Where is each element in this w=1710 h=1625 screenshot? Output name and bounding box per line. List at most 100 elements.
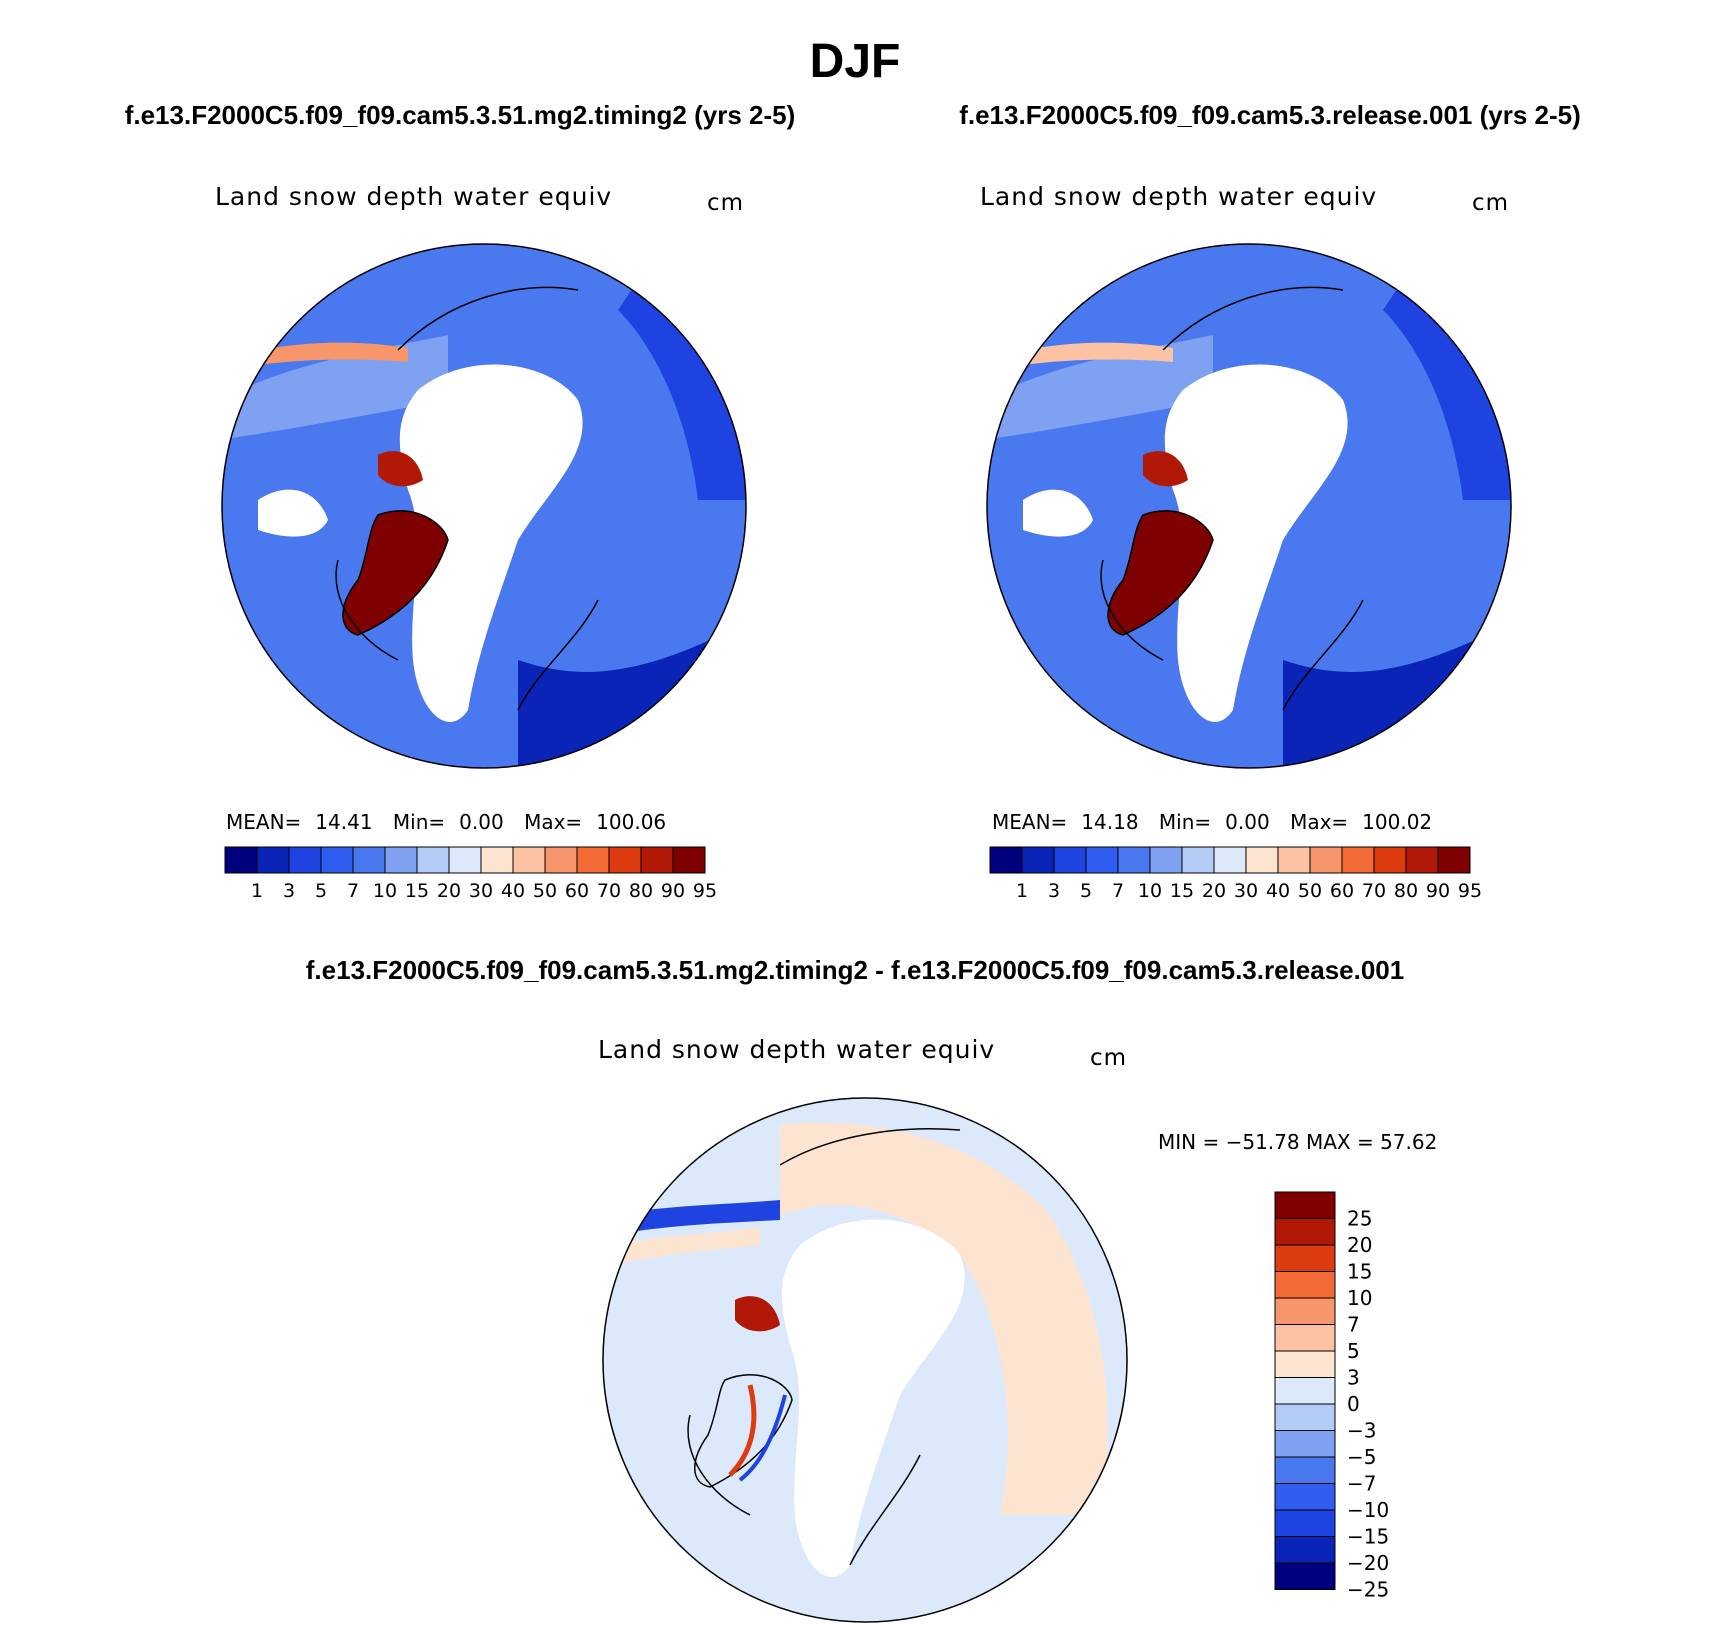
- colorbar-box: [1274, 1297, 1336, 1325]
- mediterranean: [258, 489, 328, 537]
- colorbar-tick-label: 80: [629, 880, 653, 902]
- greenland: [1107, 510, 1214, 636]
- colorbar-tick-label: 80: [1394, 880, 1418, 902]
- colorbar-tick-label: 40: [1266, 880, 1290, 902]
- min-value: 0.00: [459, 810, 504, 834]
- colorbar-box: [1405, 846, 1439, 874]
- arctic-ocean: [1164, 364, 1348, 722]
- negative-anomaly-band: [610, 1200, 780, 1235]
- colorbar-box: [576, 846, 610, 874]
- colorbar-tick-label: −5: [1347, 1445, 1376, 1469]
- colorbar-tick-label: 1: [251, 880, 263, 902]
- difference-title: f.e13.F2000C5.f09_f09.cam5.3.51.mg2.timi…: [305, 955, 1405, 985]
- colorbar-box: [1274, 1350, 1336, 1378]
- colorbar-tick-label: 1: [1016, 880, 1028, 902]
- min-value: 0.00: [1225, 810, 1270, 834]
- colorbar-tick-label: 15: [405, 880, 429, 902]
- colorbar-box: [256, 846, 290, 874]
- panel-1-variable-label: Land snow depth water equiv: [215, 182, 613, 211]
- positive-anomaly-region: [780, 1122, 1108, 1515]
- coastline: [687, 1128, 961, 1566]
- panel-1-polar-map: [221, 243, 747, 769]
- colorbar-tick-label: 30: [469, 880, 493, 902]
- colorbar-tick-label: 10: [1347, 1286, 1372, 1310]
- colorbar-tick-label: −25: [1347, 1578, 1389, 1602]
- min-label: Min=: [1158, 810, 1212, 834]
- min-label: Min=: [392, 810, 446, 834]
- colorbar-box: [1341, 846, 1375, 874]
- colorbar-box: [1245, 846, 1279, 874]
- colorbar-box: [224, 846, 258, 874]
- colorbar-box: [1277, 846, 1311, 874]
- panel-2-stats: MEAN= 14.18 Min= 0.00 Max= 100.02: [992, 810, 1446, 834]
- colorbar-tick-label: 15: [1347, 1260, 1372, 1284]
- greenland: [342, 510, 449, 636]
- colorbar-tick-label: 70: [1362, 880, 1386, 902]
- colorbar-box: [480, 846, 514, 874]
- panel-2-case-title: f.e13.F2000C5.f09_f09.cam5.3.release.001…: [959, 100, 1581, 130]
- map-boundary: [221, 243, 747, 769]
- colorbar-tick-label: 30: [1234, 880, 1258, 902]
- difference-polar-map: [602, 1097, 1128, 1623]
- map-boundary: [986, 243, 1512, 769]
- mediterranean: [1023, 489, 1093, 537]
- colorbar-box: [1053, 846, 1087, 874]
- max-value: 100.02: [1362, 810, 1433, 834]
- colorbar-box: [1274, 1271, 1336, 1299]
- colorbar-tick-label: 40: [501, 880, 525, 902]
- coastline: [1100, 286, 1364, 711]
- arctic-archipelago: [378, 451, 423, 487]
- coastline: [335, 286, 599, 711]
- colorbar-tick-label: 5: [1347, 1339, 1360, 1363]
- mean-label: MEAN=: [226, 810, 302, 834]
- colorbar-box: [989, 846, 1023, 874]
- colorbar-tick-label: 5: [1080, 880, 1092, 902]
- mean-value: 14.18: [1081, 810, 1139, 834]
- siberia-deep-snow: [618, 280, 746, 500]
- colorbar-box: [672, 846, 706, 874]
- colorbar-box: [1274, 1483, 1336, 1511]
- colorbar-tick-label: 95: [693, 880, 717, 902]
- colorbar-box: [1274, 1403, 1336, 1431]
- colorbar-tick-label: 25: [1347, 1207, 1372, 1231]
- colorbar-tick-label: 5: [315, 880, 327, 902]
- colorbar-box: [1021, 846, 1055, 874]
- colorbar-box: [416, 846, 450, 874]
- colorbar-tick-label: −15: [1347, 1525, 1389, 1549]
- colorbar-box: [384, 846, 418, 874]
- colorbar-tick-label: 15: [1170, 880, 1194, 902]
- colorbar-box: [448, 846, 482, 874]
- colorbar-box: [1149, 846, 1183, 874]
- colorbar-tick-label: 3: [1347, 1366, 1360, 1390]
- colorbar-box: [1274, 1430, 1336, 1458]
- difference-variable-label: Land snow depth water equiv: [598, 1035, 996, 1064]
- colorbar-tick-label: 70: [597, 880, 621, 902]
- colorbar-box: [288, 846, 322, 874]
- eurasia-light-band: [987, 335, 1213, 440]
- max-label: Max=: [524, 810, 583, 834]
- colorbar-tick-label: 90: [1426, 880, 1450, 902]
- mean-label: MEAN=: [992, 810, 1068, 834]
- colorbar-tick-label: 20: [1202, 880, 1226, 902]
- arctic-archipelago: [735, 1296, 780, 1332]
- colorbar-tick-label: 60: [1330, 880, 1354, 902]
- colorbar-box: [608, 846, 642, 874]
- colorbar-box: [1274, 1377, 1336, 1405]
- colorbar-box: [1274, 1456, 1336, 1484]
- figure-title: DJF: [809, 35, 901, 88]
- colorbar-box: [1181, 846, 1215, 874]
- colorbar-tick-label: −7: [1347, 1472, 1376, 1496]
- colorbar-tick-label: −3: [1347, 1419, 1376, 1443]
- colorbar-tick-label: 3: [1048, 880, 1060, 902]
- colorbar-tick-label: 10: [1138, 880, 1162, 902]
- colorbar-box: [1437, 846, 1471, 874]
- colorbar-tick-label: 50: [1298, 880, 1322, 902]
- positive-anomaly-band: [610, 1227, 760, 1265]
- colorbar-box: [1274, 1218, 1336, 1246]
- eurasia-light-band: [222, 335, 448, 440]
- colorbar-box: [1373, 846, 1407, 874]
- panel-2-colorbar: 1 3 5 7 10 15 20 30 40 50 60 70 80 90 95: [989, 846, 1482, 902]
- colorbar-tick-label: 7: [1347, 1313, 1360, 1337]
- colorbar-box: [1117, 846, 1151, 874]
- siberia-deep-snow: [1383, 280, 1511, 500]
